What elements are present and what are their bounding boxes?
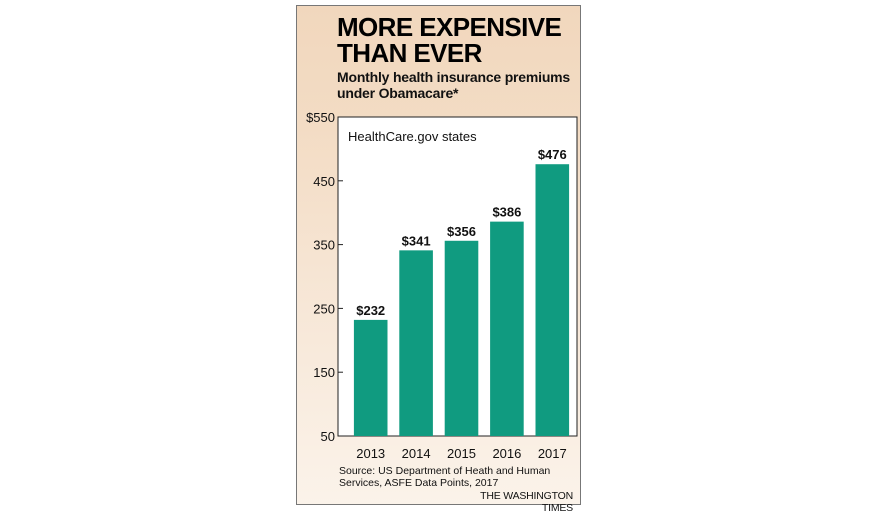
x-tick-label: 2017 <box>538 446 567 461</box>
bar <box>490 221 524 436</box>
y-tick-label: $550 <box>306 110 335 125</box>
y-tick-label: 250 <box>313 301 335 316</box>
publisher-credit: THE WASHINGTON TIMES <box>480 490 573 514</box>
y-tick-label: 450 <box>313 174 335 189</box>
bar-value-label: $356 <box>447 224 476 239</box>
bar-value-label: $232 <box>356 303 385 318</box>
y-axis: 50 150 250 350 450 $550 <box>306 110 343 444</box>
x-tick-label: 2015 <box>447 446 476 461</box>
y-tick-label: 150 <box>313 365 335 380</box>
bar-value-label: $386 <box>492 205 521 220</box>
chart-annotation: HealthCare.gov states <box>348 129 477 144</box>
x-tick-label: 2014 <box>402 446 431 461</box>
bar-chart: HealthCare.gov states 50 150 250 350 450 $550… <box>306 110 578 461</box>
chart-card: MORE EXPENSIVE THAN EVER Monthly health … <box>296 5 581 514</box>
chart-title: MORE EXPENSIVE THAN EVER <box>337 12 562 68</box>
bar <box>399 250 433 436</box>
bar-value-label: $341 <box>402 233 431 248</box>
bar <box>353 319 388 436</box>
bars: $232 $341 $356 $386 $476 <box>353 147 570 436</box>
bar <box>535 164 570 436</box>
y-tick-label: 50 <box>321 429 335 444</box>
y-tick-label: 350 <box>313 238 335 253</box>
chart-subtitle: Monthly health insurance premiums under … <box>337 69 570 101</box>
x-tick-label: 2013 <box>356 446 385 461</box>
x-axis: 2013 2014 2015 2016 2017 <box>356 446 567 461</box>
bar <box>444 240 479 436</box>
bar-value-label: $476 <box>538 147 567 162</box>
x-tick-label: 2016 <box>492 446 521 461</box>
source-note: Source: US Department of Heath and Human… <box>339 465 551 489</box>
